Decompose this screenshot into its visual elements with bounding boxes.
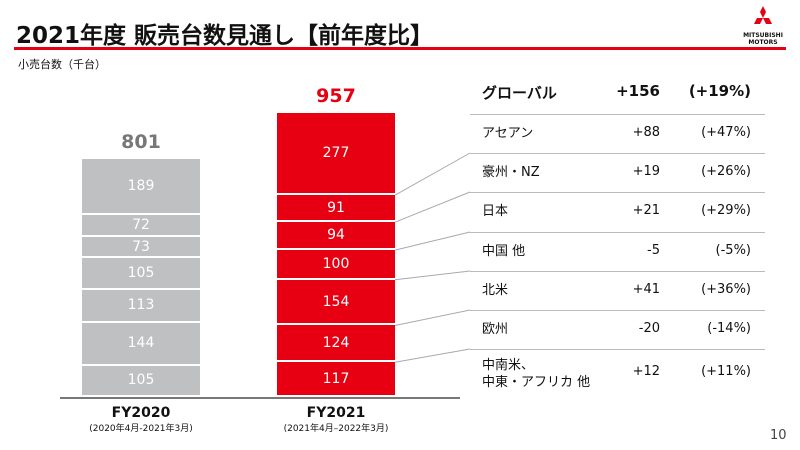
connector-line — [394, 231, 471, 251]
diff: +156 — [616, 82, 660, 100]
pct: (+19%) — [688, 82, 751, 100]
diff: -20 — [638, 320, 660, 336]
row-separator — [470, 192, 765, 193]
bar-segment: 73 — [82, 236, 200, 259]
bar-segment: 117 — [277, 362, 395, 397]
diff: +41 — [632, 281, 660, 297]
row-separator — [470, 153, 765, 154]
row-separator — [470, 114, 765, 115]
bar-segment: 124 — [277, 325, 395, 363]
pct: (-5%) — [715, 242, 751, 258]
bar-segment: 113 — [82, 289, 200, 324]
row-separator — [470, 271, 765, 272]
table-row: アセアン +88 (+47%) — [470, 114, 765, 153]
bar-segment: 144 — [82, 323, 200, 366]
connector-line — [394, 152, 471, 196]
diff: +12 — [632, 364, 660, 379]
diff: +88 — [632, 124, 660, 140]
row-separator — [470, 349, 765, 350]
table-row: 豪州・NZ +19 (+26%) — [470, 153, 765, 192]
title-rule — [14, 47, 786, 50]
pct: (+36%) — [701, 281, 751, 297]
pct: (+11%) — [701, 364, 751, 379]
page-number: 10 — [770, 428, 787, 443]
connector-line — [394, 348, 471, 363]
row-separator — [470, 232, 765, 233]
bar-segment: 105 — [82, 258, 200, 290]
bar-total: 801 — [121, 131, 161, 154]
bar-segment: 91 — [277, 195, 395, 223]
region: 豪州・NZ — [482, 164, 540, 180]
bar-segment: 72 — [82, 215, 200, 237]
three-diamonds-icon — [754, 6, 772, 24]
row-separator — [470, 310, 765, 311]
page-title: 2021年度 販売台数見通し【前年度比】 — [16, 23, 434, 49]
table-row: 中国 他 -5 (-5%) — [470, 232, 765, 271]
pct: (+47%) — [701, 124, 751, 140]
x-label-fy2021: FY2021 (2021年4月–2022年3月) — [246, 405, 426, 434]
table-row: 中南米、 中東・アフリカ 他 +12 (+11%) — [470, 349, 765, 397]
region: アセアン — [482, 125, 534, 141]
x-label-fy2020: FY2020 (2020年4月-2021年3月) — [51, 405, 231, 434]
diff: +21 — [632, 203, 660, 218]
table-row: 北米 +41 (+36%) — [470, 271, 765, 310]
table-row: 欧州 -20 (-14%) — [470, 310, 765, 349]
bar-segment: 100 — [277, 250, 395, 280]
region: 北米 — [482, 282, 509, 298]
bar-segment: 189 — [82, 159, 200, 216]
region: 中国 他 — [482, 243, 526, 259]
x-axis-line — [60, 397, 460, 399]
bar-total: 957 — [316, 85, 356, 107]
region: 日本 — [482, 204, 509, 219]
mitsubishi-logo: MITSUBISHI MOTORS — [738, 6, 788, 46]
bar-segment: 154 — [277, 279, 395, 326]
category-subtitle: (2020年4月-2021年3月) — [89, 424, 193, 434]
pct: (+26%) — [701, 163, 751, 179]
table-row: 日本 +21 (+29%) — [470, 192, 765, 232]
unit-label: 小売台数（千台） — [18, 58, 106, 71]
category-label: FY2020 — [111, 405, 171, 421]
bar-segment: 94 — [277, 222, 395, 251]
bar-segment: 277 — [277, 113, 395, 196]
region: グローバル — [482, 84, 557, 102]
pct: (+29%) — [701, 203, 751, 218]
bar-segment: 105 — [82, 365, 200, 397]
pct: (-14%) — [707, 320, 751, 336]
connector-line — [394, 191, 471, 223]
category-subtitle: (2021年4月–2022年3月) — [283, 424, 389, 434]
category-label: FY2021 — [306, 405, 366, 421]
connector-line — [394, 270, 471, 281]
diff: +19 — [632, 163, 660, 179]
region: 中南米、 中東・アフリカ 他 — [482, 358, 591, 390]
region: 欧州 — [482, 321, 509, 337]
diff: -5 — [647, 242, 660, 258]
connector-line — [394, 309, 471, 326]
